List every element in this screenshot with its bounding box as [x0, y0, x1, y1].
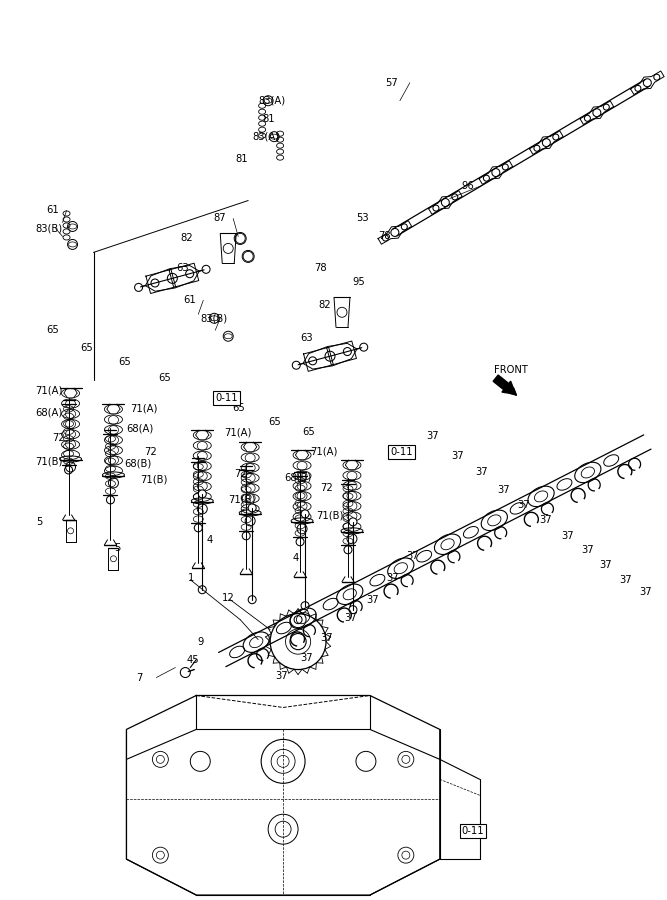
Text: 82: 82	[180, 233, 193, 243]
Text: 0-11: 0-11	[462, 826, 484, 836]
Text: 72: 72	[53, 433, 65, 443]
Text: 1: 1	[188, 572, 195, 582]
Circle shape	[198, 586, 206, 594]
Text: 82: 82	[318, 301, 331, 310]
Text: 71(A): 71(A)	[35, 385, 63, 395]
Text: 0-11: 0-11	[215, 393, 238, 403]
Text: 0-11: 0-11	[390, 447, 412, 457]
Text: 61: 61	[183, 295, 196, 305]
Circle shape	[301, 602, 309, 609]
Text: 7: 7	[137, 672, 143, 682]
Text: 65: 65	[119, 357, 131, 367]
Text: 68(A): 68(A)	[127, 423, 153, 433]
Text: 81: 81	[235, 154, 248, 164]
Text: 78: 78	[314, 264, 327, 274]
Text: 65: 65	[158, 374, 171, 383]
Circle shape	[198, 490, 206, 498]
Text: 83(B): 83(B)	[200, 313, 227, 323]
Text: 37: 37	[498, 485, 510, 495]
Text: 37: 37	[275, 670, 287, 680]
Text: 37: 37	[406, 551, 418, 561]
Text: 83(A): 83(A)	[252, 131, 279, 141]
Text: 71(A): 71(A)	[310, 447, 338, 457]
Circle shape	[301, 510, 309, 518]
Text: 71(B): 71(B)	[316, 511, 344, 521]
Text: 4: 4	[206, 535, 213, 544]
Text: 45: 45	[186, 654, 199, 664]
Text: 5: 5	[115, 543, 121, 553]
Text: 37: 37	[320, 633, 333, 643]
Text: 65: 65	[232, 403, 245, 413]
Text: 65: 65	[268, 417, 281, 428]
Text: 37: 37	[366, 595, 379, 605]
Text: 71(B): 71(B)	[140, 475, 168, 485]
Text: 71(B): 71(B)	[35, 457, 63, 467]
Text: 63: 63	[300, 333, 313, 343]
Text: 81: 81	[262, 113, 275, 123]
Text: 37: 37	[300, 652, 313, 662]
Text: 63: 63	[176, 264, 189, 274]
Text: 68(B): 68(B)	[284, 472, 311, 483]
Text: 37: 37	[540, 515, 552, 525]
Circle shape	[248, 504, 256, 512]
Text: 9: 9	[197, 636, 203, 646]
Text: 61: 61	[47, 205, 59, 215]
Text: 72: 72	[320, 483, 333, 493]
Circle shape	[349, 606, 357, 614]
Text: 95: 95	[352, 277, 365, 287]
Text: 5: 5	[37, 517, 43, 526]
Text: 37: 37	[600, 560, 612, 570]
Text: 83(A): 83(A)	[258, 95, 285, 105]
Text: 87: 87	[213, 213, 226, 223]
Text: 37: 37	[582, 544, 594, 554]
Text: 68(B): 68(B)	[125, 459, 151, 469]
Text: 71(A): 71(A)	[224, 427, 251, 437]
Text: 37: 37	[426, 431, 438, 441]
Text: 53: 53	[356, 213, 369, 223]
Text: 37: 37	[452, 451, 464, 461]
Text: 65: 65	[302, 427, 315, 437]
Circle shape	[349, 518, 357, 526]
Text: 65: 65	[47, 325, 59, 335]
Text: 78: 78	[378, 231, 391, 241]
Text: 96: 96	[462, 181, 474, 191]
Text: FRONT: FRONT	[494, 365, 528, 375]
FancyArrow shape	[493, 375, 516, 394]
Text: 71(B): 71(B)	[228, 495, 255, 505]
Circle shape	[248, 596, 256, 604]
Text: 83(B): 83(B)	[35, 223, 63, 233]
Text: 37: 37	[562, 531, 574, 541]
Text: 37: 37	[476, 467, 488, 477]
Text: 71(A): 71(A)	[131, 403, 158, 413]
Text: 37: 37	[344, 613, 357, 623]
Text: 72: 72	[234, 469, 247, 479]
Text: 57: 57	[385, 77, 398, 88]
Text: 37: 37	[518, 500, 530, 510]
Text: 68(A): 68(A)	[35, 407, 63, 417]
Text: 37: 37	[620, 575, 632, 585]
Text: 4: 4	[292, 553, 298, 562]
Text: 37: 37	[386, 572, 398, 582]
Text: 12: 12	[222, 593, 235, 603]
Text: 72: 72	[144, 447, 157, 457]
Text: 37: 37	[640, 587, 652, 597]
Text: 65: 65	[81, 343, 93, 353]
